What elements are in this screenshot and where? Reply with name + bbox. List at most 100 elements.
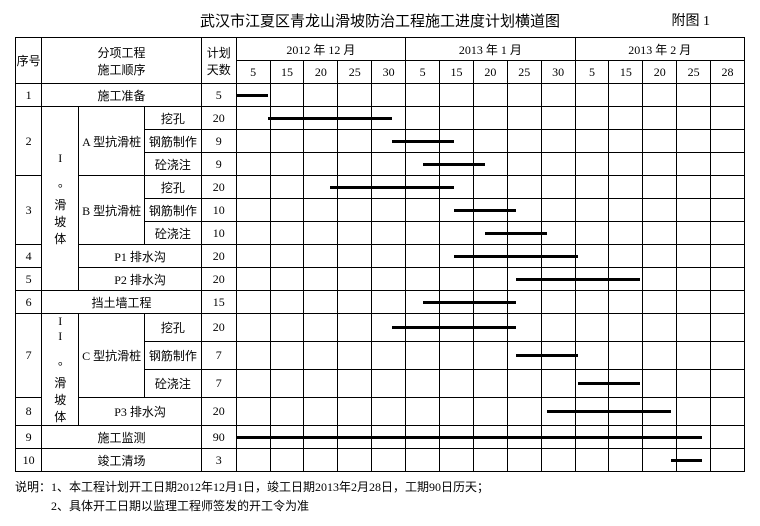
gantt-cell [677,245,711,268]
gantt-cell [575,370,609,398]
col-day-13: 25 [677,61,711,84]
col-day-6: 15 [440,61,474,84]
col-day-8: 25 [507,61,541,84]
gantt-cell [541,222,575,245]
gantt-cell [304,398,338,426]
col-day-2: 20 [304,61,338,84]
gantt-cell [473,426,507,449]
gantt-cell [304,222,338,245]
gantt-cell [677,107,711,130]
gantt-cell [711,268,745,291]
gantt-cell [270,370,304,398]
gantt-cell [643,153,677,176]
gantt-cell [473,130,507,153]
gantt-cell [575,245,609,268]
gantt-cell [643,176,677,199]
gantt-cell [270,291,304,314]
gantt-cell [541,268,575,291]
days-cell: 9 [201,153,236,176]
gantt-cell [677,176,711,199]
gantt-cell [711,153,745,176]
gantt-cell [304,426,338,449]
gantt-cell [575,342,609,370]
gantt-cell [677,398,711,426]
gantt-cell [473,370,507,398]
gantt-cell [677,222,711,245]
gantt-cell [711,291,745,314]
gantt-cell [236,449,270,472]
gantt-cell [338,222,372,245]
gantt-cell [304,268,338,291]
gantt-cell [507,107,541,130]
gantt-cell [236,245,270,268]
gantt-cell [372,426,406,449]
gantt-cell [372,222,406,245]
gantt-cell [541,314,575,342]
gantt-cell [541,176,575,199]
gantt-bar [237,94,268,97]
gantt-cell [236,199,270,222]
gantt-cell [541,84,575,107]
gantt-cell [541,153,575,176]
gantt-cell [575,199,609,222]
gantt-cell [609,268,643,291]
group3-cell: 挖孔 [144,176,201,199]
gantt-cell [473,268,507,291]
gantt-cell [406,449,440,472]
gantt-cell [609,153,643,176]
gantt-cell [643,199,677,222]
gantt-cell [406,314,440,342]
col-day-9: 30 [541,61,575,84]
gantt-cell [270,153,304,176]
gantt-cell [270,130,304,153]
days-cell: 20 [201,268,236,291]
gantt-cell [507,314,541,342]
group1-cell: I °滑坡体 [42,107,79,291]
gantt-cell [304,342,338,370]
seq-cell: 2 [16,107,42,176]
gantt-cell [473,176,507,199]
gantt-cell [609,314,643,342]
gantt-cell [372,370,406,398]
gantt-cell [304,370,338,398]
gantt-cell [406,176,440,199]
gantt-cell [677,84,711,107]
gantt-cell [507,84,541,107]
gantt-cell [541,291,575,314]
item-cell: 施工准备 [42,84,202,107]
gantt-cell [406,222,440,245]
gantt-cell [643,426,677,449]
table-row: 3B 型抗滑桩挖孔20 [16,176,745,199]
gantt-cell [609,398,643,426]
days-cell: 20 [201,245,236,268]
gantt-cell [270,199,304,222]
gantt-cell [575,84,609,107]
gantt-cell [440,107,474,130]
seq-cell: 8 [16,398,42,426]
gantt-cell [440,84,474,107]
gantt-cell [304,199,338,222]
col-day-4: 30 [372,61,406,84]
group3-cell: 挖孔 [144,314,201,342]
gantt-cell [541,199,575,222]
gantt-cell [507,291,541,314]
days-cell: 10 [201,199,236,222]
table-row: 4P1 排水沟20 [16,245,745,268]
gantt-cell [372,153,406,176]
gantt-cell [507,245,541,268]
gantt-cell [541,107,575,130]
gantt-cell [711,314,745,342]
days-cell: 20 [201,107,236,130]
gantt-cell [270,314,304,342]
gantt-cell [304,176,338,199]
group2-cell: A 型抗滑桩 [79,107,145,176]
gantt-cell [575,107,609,130]
gantt-cell [609,199,643,222]
gantt-cell [507,268,541,291]
group3-cell: 砼浇注 [144,370,201,398]
gantt-cell [338,153,372,176]
gantt-cell [507,130,541,153]
gantt-cell [406,268,440,291]
gantt-cell [575,449,609,472]
gantt-cell [338,199,372,222]
